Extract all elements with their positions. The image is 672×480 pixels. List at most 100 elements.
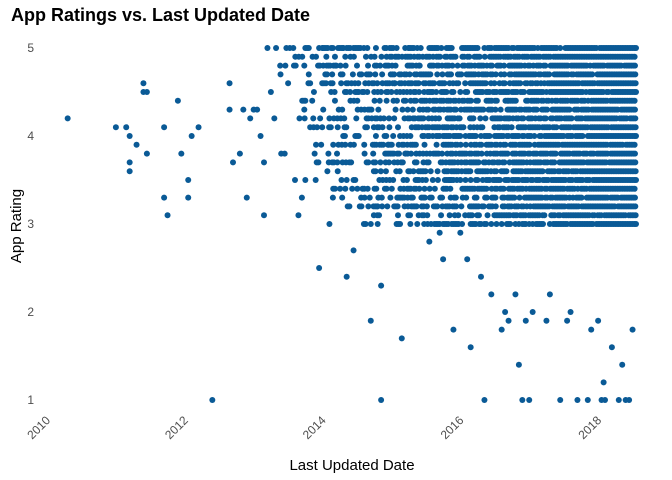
data-point (480, 106, 487, 113)
data-point (277, 71, 284, 78)
data-point (161, 124, 168, 131)
data-point (631, 141, 638, 148)
data-point (631, 185, 638, 192)
data-point (391, 80, 398, 87)
data-point (379, 71, 386, 78)
data-point (302, 177, 309, 183)
data-point (478, 150, 485, 157)
data-point (407, 212, 414, 219)
data-point (376, 212, 383, 219)
data-point (334, 150, 341, 157)
data-point (267, 89, 274, 95)
y-tick-label: 2 (27, 305, 34, 319)
data-point (402, 150, 409, 157)
data-point (358, 71, 365, 78)
data-point (334, 124, 341, 131)
data-point (631, 62, 638, 69)
data-point (520, 115, 527, 122)
data-point (402, 97, 409, 104)
data-point (277, 62, 284, 69)
data-point (405, 45, 412, 51)
data-point (632, 71, 639, 78)
data-point (366, 194, 373, 201)
data-point (512, 97, 519, 104)
data-point (305, 71, 312, 78)
data-point (349, 71, 356, 78)
data-point (334, 159, 341, 166)
data-point (230, 159, 236, 166)
data-point (507, 221, 514, 227)
data-point (488, 221, 495, 227)
data-point (331, 97, 338, 104)
data-point (326, 115, 333, 122)
data-point (357, 45, 364, 51)
data-point (377, 62, 384, 69)
data-point (185, 194, 192, 201)
data-point (296, 115, 303, 122)
data-point (394, 212, 401, 219)
data-point (305, 45, 312, 51)
x-tick-label: 2018 (575, 413, 604, 442)
data-point (529, 309, 536, 315)
data-point (331, 89, 338, 95)
data-point (433, 89, 440, 95)
data-point (467, 344, 474, 351)
data-point (492, 194, 499, 201)
data-point (416, 62, 422, 69)
data-point (460, 124, 467, 131)
data-points (64, 45, 639, 403)
data-point (412, 97, 419, 104)
data-point (188, 133, 195, 139)
data-point (521, 89, 528, 95)
data-point (348, 159, 355, 166)
data-point (501, 159, 508, 166)
data-point (502, 309, 509, 315)
data-point (457, 133, 464, 139)
data-point (446, 212, 453, 219)
data-point (367, 71, 374, 78)
data-point (632, 212, 639, 219)
data-point (361, 150, 368, 157)
data-point (384, 203, 391, 210)
data-point (481, 397, 488, 403)
data-point (496, 177, 503, 183)
data-point (367, 317, 374, 324)
chart-title: App Ratings vs. Last Updated Date (11, 5, 310, 25)
data-point (453, 203, 460, 210)
data-point (498, 326, 505, 333)
data-point (126, 133, 133, 139)
data-point (364, 185, 371, 192)
data-point (492, 106, 499, 113)
data-point (632, 115, 639, 122)
data-point (264, 45, 271, 51)
data-point (185, 177, 192, 183)
y-axis-ticks: 1 2 3 4 5 (27, 41, 34, 407)
data-point (501, 62, 508, 69)
data-point (394, 203, 401, 210)
data-point (329, 71, 336, 78)
data-point (318, 141, 325, 148)
data-point (372, 159, 379, 166)
data-point (542, 62, 549, 69)
data-point (309, 97, 316, 104)
data-point (629, 326, 636, 333)
data-point (407, 221, 414, 227)
data-point (552, 150, 559, 157)
data-point (500, 185, 507, 192)
data-point (319, 45, 326, 51)
data-point (339, 194, 346, 201)
data-point (508, 124, 515, 131)
data-point (438, 212, 445, 219)
data-point (380, 115, 387, 122)
data-point (164, 212, 171, 219)
data-point (378, 397, 385, 403)
data-point (462, 177, 469, 183)
data-point (295, 212, 302, 219)
data-point (448, 71, 455, 78)
data-point (427, 168, 434, 175)
data-point (64, 115, 71, 122)
data-point (448, 45, 455, 51)
data-point (567, 309, 574, 315)
data-point (195, 124, 202, 131)
data-point (133, 141, 140, 148)
